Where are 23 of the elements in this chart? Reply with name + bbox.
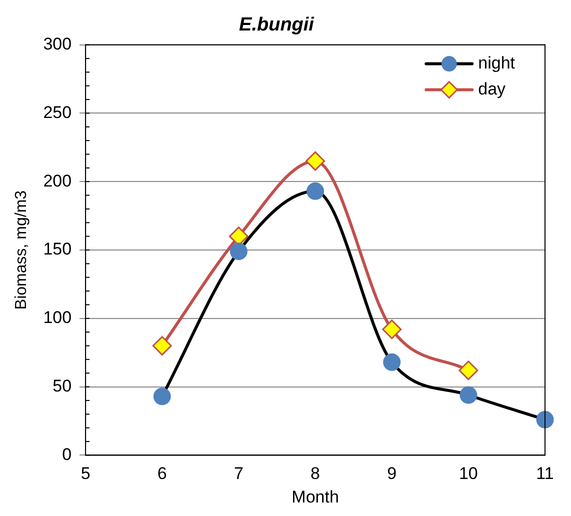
legend-label: day	[478, 79, 506, 98]
x-tick-label: 9	[387, 464, 397, 484]
x-tick-label: 7	[234, 464, 244, 484]
x-tick-label: 8	[310, 464, 320, 484]
point	[306, 151, 326, 171]
x-axis-title: Month	[292, 487, 339, 506]
point	[152, 336, 172, 356]
y-tick-label: 100	[43, 308, 72, 328]
y-tick-label: 0	[62, 444, 72, 464]
y-tick-label: 300	[43, 34, 72, 54]
legend-label: night	[478, 53, 516, 72]
y-tick-label: 150	[43, 240, 72, 259]
x-tick-label: 11	[536, 464, 554, 484]
y-tick-label: 200	[43, 171, 72, 190]
x-tick-label: 10	[458, 464, 478, 484]
x-tick-label: 5	[80, 464, 90, 484]
chart-title: E.bungii	[239, 14, 315, 36]
point	[382, 320, 402, 340]
y-tick-label: 50	[52, 376, 72, 396]
x-tick-label: 6	[157, 464, 167, 484]
point	[458, 360, 478, 380]
y-axis-title: Biomass, mg/m3	[13, 190, 30, 310]
y-tick-label: 250	[43, 102, 72, 122]
